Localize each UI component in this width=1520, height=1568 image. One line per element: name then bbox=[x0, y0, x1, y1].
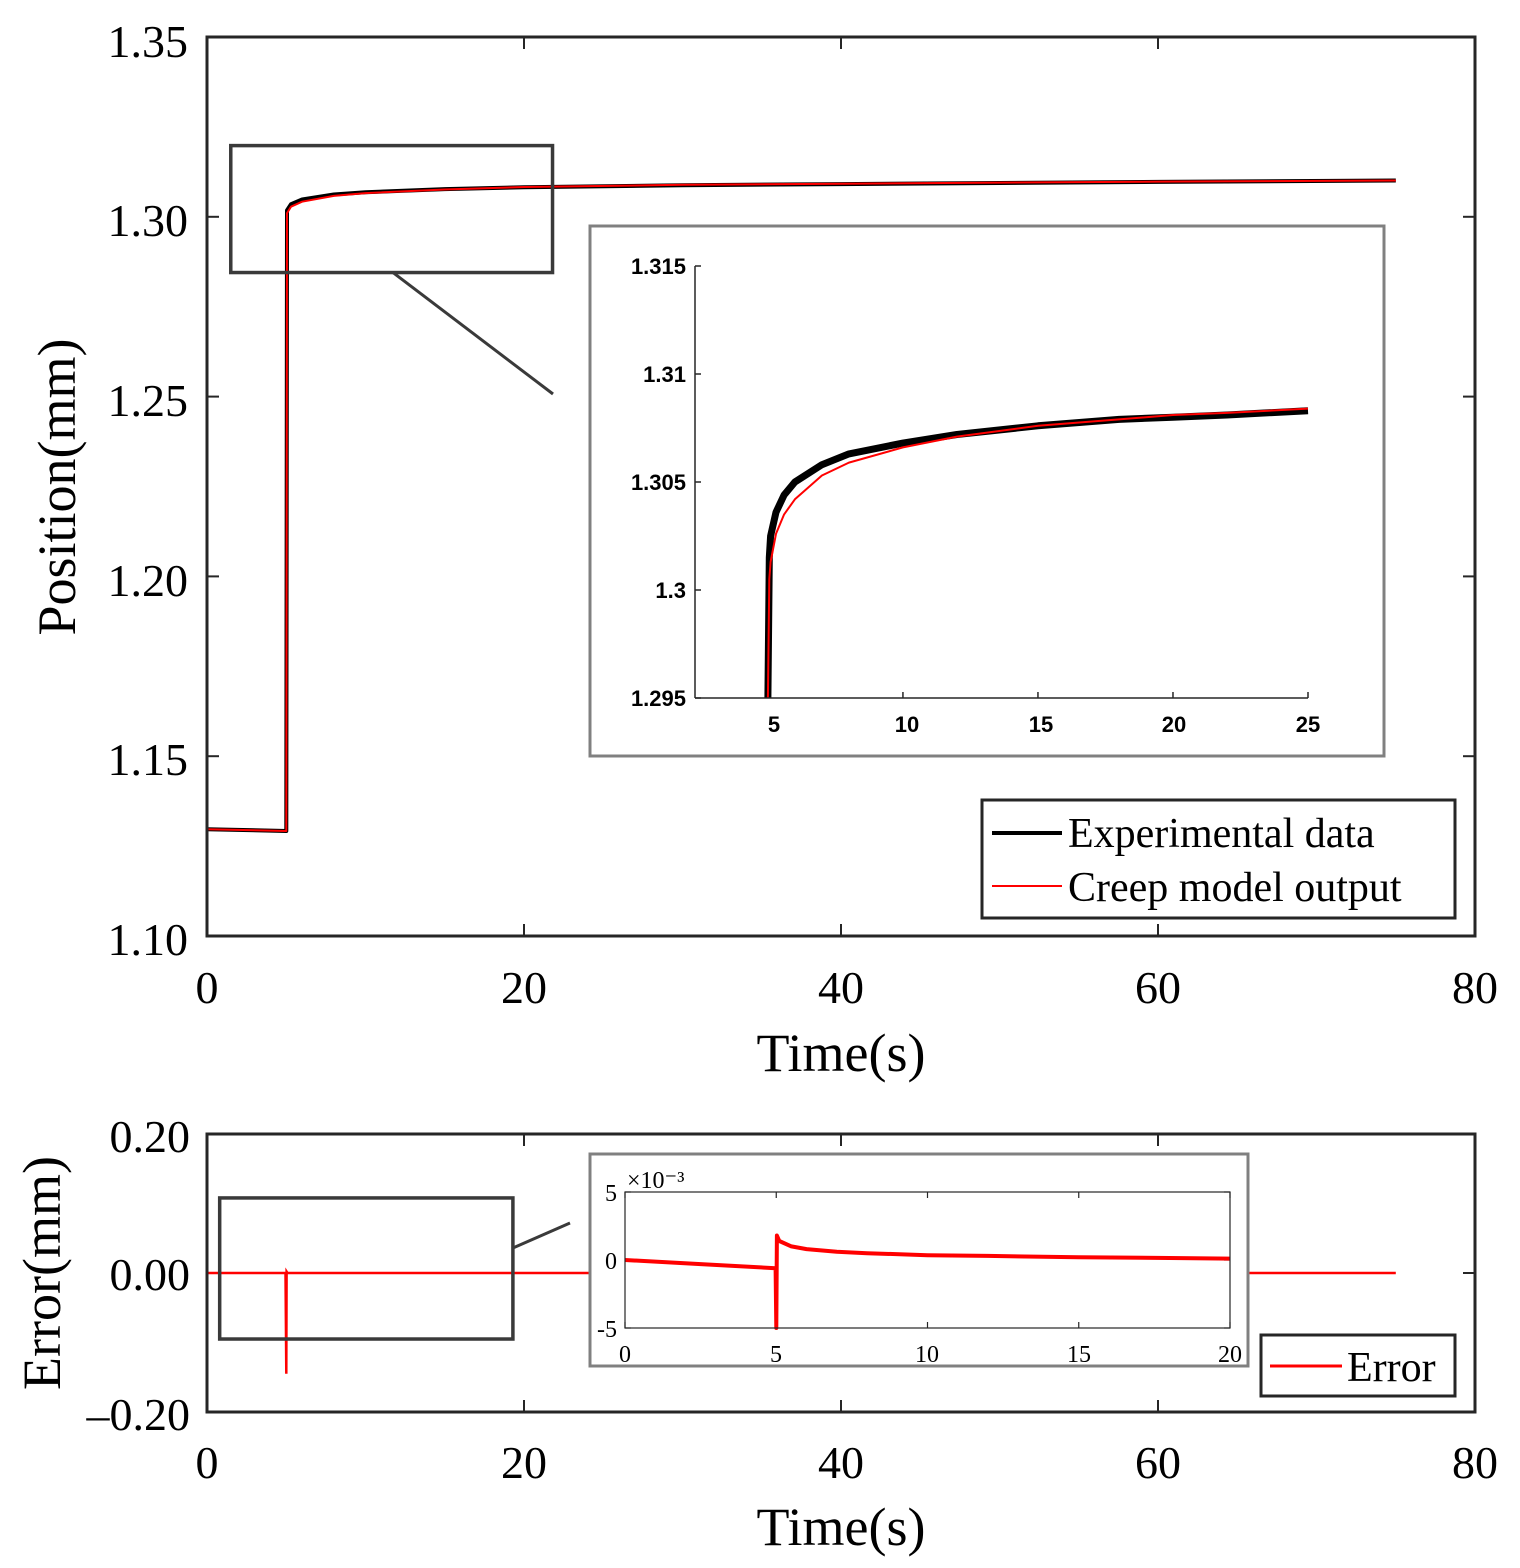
position-inset-ytick-label: 1.305 bbox=[631, 470, 686, 495]
error-inset-xtick-label: 0 bbox=[619, 1342, 631, 1368]
position-ytick-label: 1.15 bbox=[108, 734, 189, 785]
position-ytick-label: 1.20 bbox=[108, 555, 189, 606]
position-inset-ytick-label: 1.295 bbox=[631, 686, 686, 711]
error-inset-xtick-label: 10 bbox=[915, 1342, 939, 1368]
error-y-axis-label: Error(mm) bbox=[12, 1156, 72, 1390]
error-inset-xtick-label: 5 bbox=[770, 1342, 782, 1368]
position-inset-xtick-label: 10 bbox=[895, 712, 919, 737]
position-zoom-connector bbox=[392, 271, 554, 396]
position-ytick-label: 1.35 bbox=[108, 16, 189, 67]
inset-series-error bbox=[624, 1233, 1231, 1330]
error-xtick-label: 0 bbox=[196, 1437, 219, 1488]
position-xtick-label: 80 bbox=[1452, 962, 1498, 1013]
error-zoom-box bbox=[217, 1196, 515, 1341]
legend-label-creep-model: Creep model output bbox=[1068, 865, 1402, 911]
error-inset-axes-box bbox=[624, 1191, 1231, 1329]
inset-series-experimental-data bbox=[764, 407, 1309, 699]
position-inset-xtick-label: 15 bbox=[1029, 712, 1053, 737]
position-inset: 1.295 1.3 1.305 1.31 1.315 5 10 15 20 25 bbox=[588, 224, 1386, 758]
position-panel: 1.10 1.15 1.20 1.25 1.30 1.35 0 20 40 60… bbox=[27, 16, 1498, 1083]
position-ytick-label: 1.30 bbox=[108, 195, 189, 246]
error-ytick-label: 0.00 bbox=[110, 1249, 191, 1300]
position-xtick-label: 60 bbox=[1135, 962, 1181, 1013]
position-xtick-label: 40 bbox=[818, 962, 864, 1013]
position-inset-ytick-label: 1.315 bbox=[631, 254, 686, 279]
error-inset-exponent-label: ×10⁻³ bbox=[627, 1168, 684, 1194]
error-inset-frame bbox=[588, 1152, 1250, 1368]
error-zoom-connector bbox=[512, 1221, 571, 1250]
error-xtick-label: 60 bbox=[1135, 1437, 1181, 1488]
inset-series-creep-model-output bbox=[766, 407, 1309, 699]
position-inset-xtick-label: 20 bbox=[1162, 712, 1186, 737]
position-inset-xtick-label: 5 bbox=[768, 712, 780, 737]
position-x-axis-label: Time(s) bbox=[756, 1023, 925, 1083]
legend-label-error: Error bbox=[1347, 1345, 1436, 1391]
position-xtick-label: 0 bbox=[196, 962, 219, 1013]
position-inset-xtick-label: 25 bbox=[1296, 712, 1320, 737]
error-xtick-label: 20 bbox=[501, 1437, 547, 1488]
position-zoom-box bbox=[229, 143, 555, 275]
position-inset-ytick-label: 1.3 bbox=[655, 578, 686, 603]
series-error bbox=[207, 1267, 1396, 1374]
error-inset-ytick-label: 5 bbox=[605, 1181, 617, 1207]
position-ytick-label: 1.10 bbox=[108, 914, 189, 965]
position-ytick-label: 1.25 bbox=[108, 375, 189, 426]
series-creep-model-output bbox=[206, 179, 1396, 832]
error-panel: –0.20 0.00 0.20 0 20 40 60 80 Time(s) Er… bbox=[12, 1111, 1498, 1557]
error-inset-ytick-label: 0 bbox=[605, 1249, 617, 1275]
error-xtick-label: 80 bbox=[1452, 1437, 1498, 1488]
position-legend: Experimental data Creep model output bbox=[980, 798, 1457, 920]
position-inset-ytick-label: 1.31 bbox=[643, 362, 686, 387]
position-xtick-label: 20 bbox=[501, 962, 547, 1013]
position-plot-frame bbox=[205, 35, 1477, 938]
error-ytick-label: –0.20 bbox=[86, 1389, 191, 1440]
error-inset-xtick-label: 20 bbox=[1218, 1342, 1242, 1368]
error-inset-ytick-label: -5 bbox=[597, 1317, 617, 1343]
error-xtick-label: 40 bbox=[818, 1437, 864, 1488]
error-x-axis-label: Time(s) bbox=[756, 1497, 925, 1557]
error-legend: Error bbox=[1259, 1333, 1457, 1398]
error-ytick-label: 0.20 bbox=[110, 1111, 191, 1162]
legend-label-experimental: Experimental data bbox=[1068, 811, 1375, 857]
error-inset-xtick-label: 15 bbox=[1067, 1342, 1091, 1368]
position-inset-frame bbox=[588, 224, 1386, 758]
position-legend-box bbox=[980, 798, 1457, 920]
error-inset: -5 0 5 ×10⁻³ 0 5 10 15 20 bbox=[588, 1152, 1250, 1368]
error-plot-frame bbox=[205, 1132, 1477, 1414]
position-y-axis-label: Position(mm) bbox=[27, 338, 87, 635]
